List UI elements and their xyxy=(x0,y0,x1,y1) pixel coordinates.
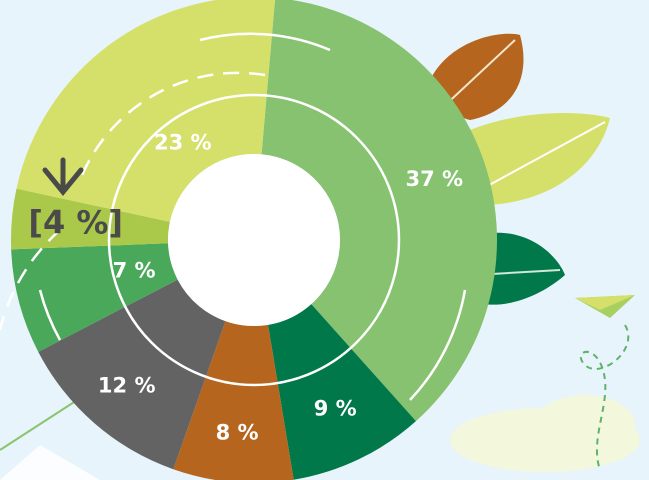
chart: 37 % 9 % 8 % 12 % 7 % [4 %] 23 % xyxy=(0,0,649,480)
value-label: 37 % xyxy=(405,167,463,191)
value-label: 7 % xyxy=(113,259,156,283)
value-label: [4 %] xyxy=(28,203,123,241)
donut-hole xyxy=(168,154,340,326)
value-label: 9 % xyxy=(314,397,357,421)
value-label: 23 % xyxy=(154,130,212,154)
value-label: 8 % xyxy=(216,420,259,444)
value-label: 12 % xyxy=(98,373,156,397)
page: {"chart_data": {"type": "donut", "values… xyxy=(0,0,649,480)
